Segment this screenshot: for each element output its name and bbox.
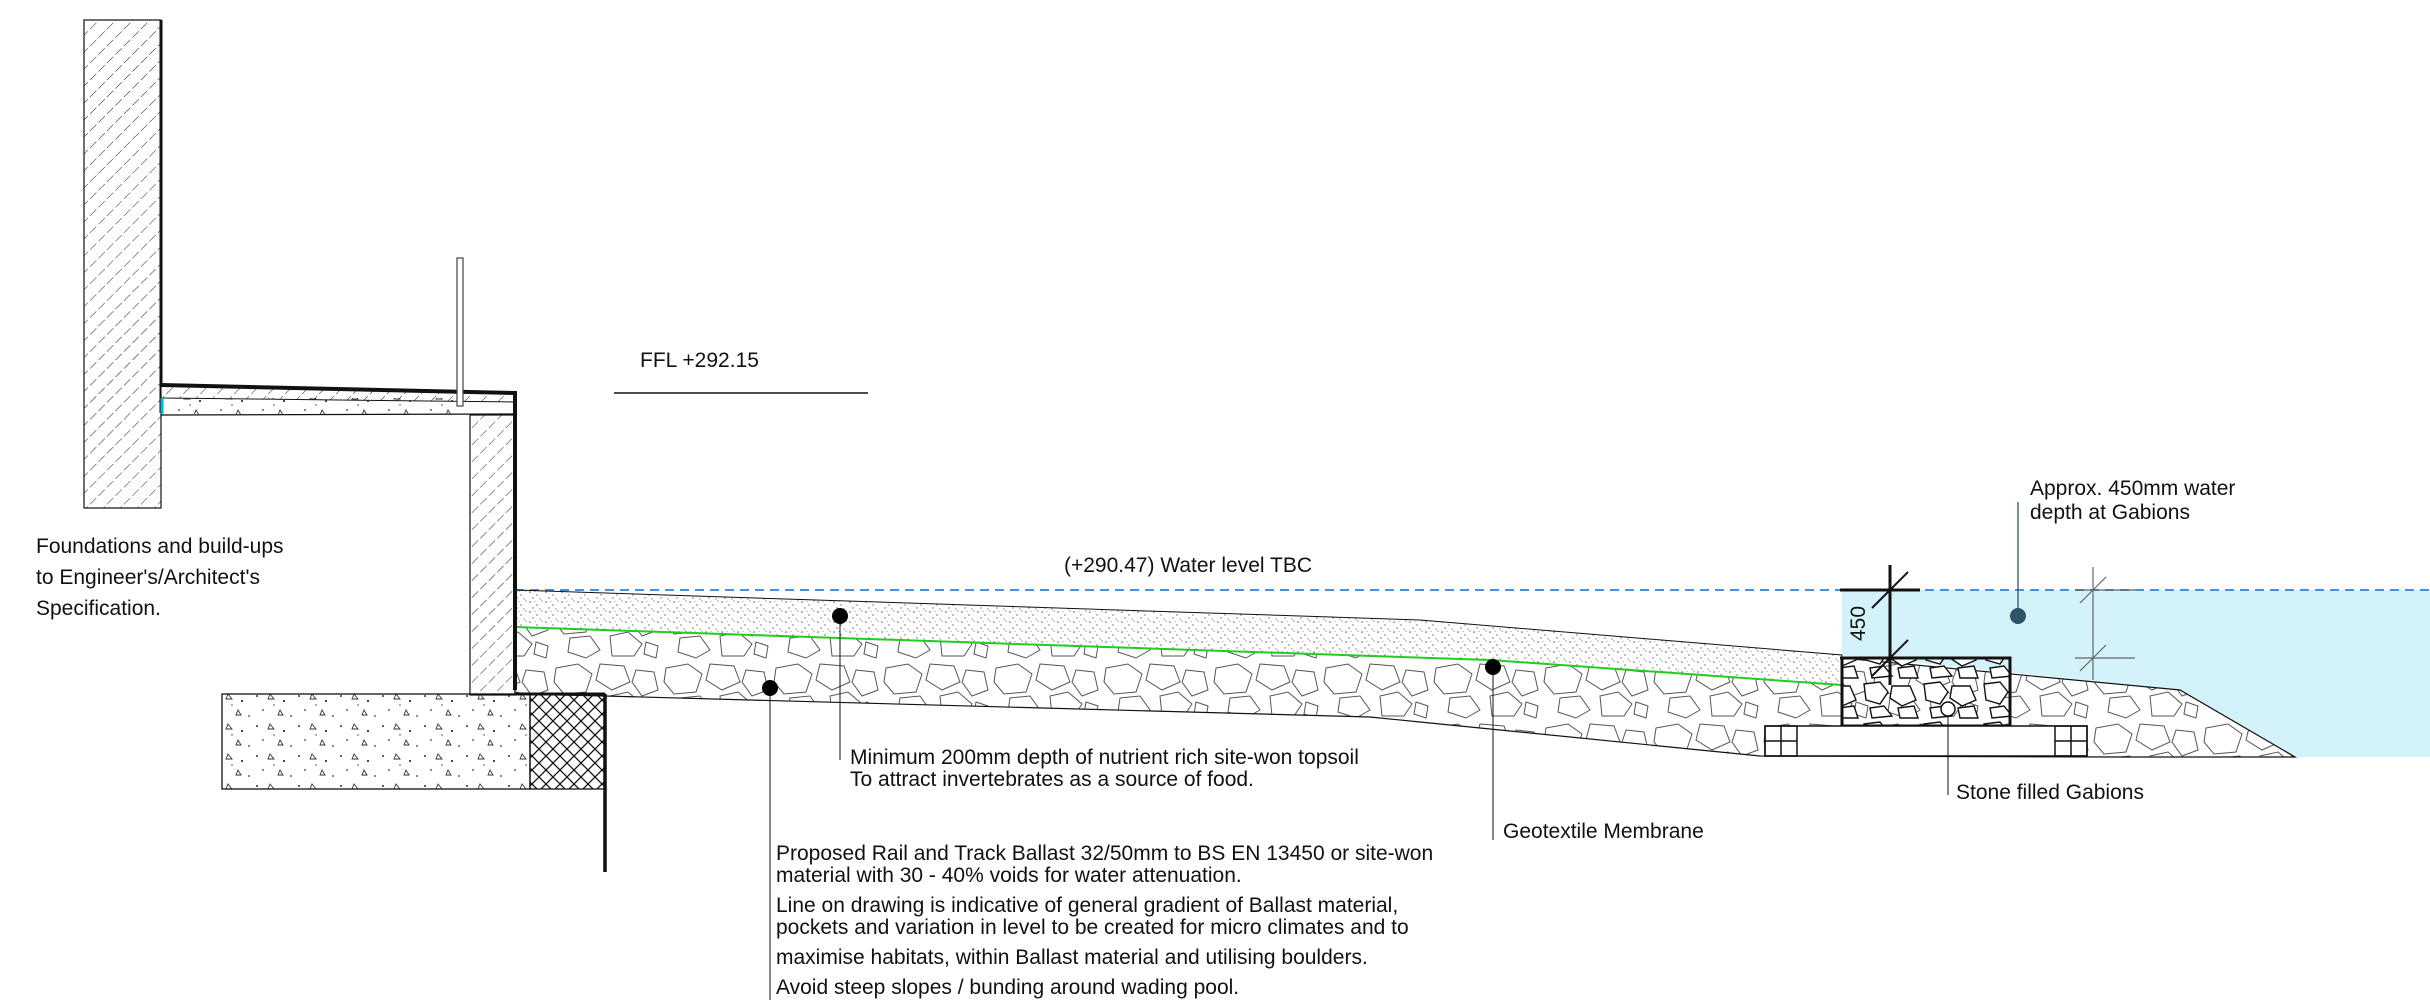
water-body [1842, 590, 2430, 757]
geotextile-label: Geotextile Membrane [1503, 820, 1704, 843]
gabions-label: Stone filled Gabions [1956, 781, 2144, 804]
water-depth-line-2: depth at Gabions [2030, 501, 2190, 524]
base-anchor-right [2054, 725, 2088, 757]
ballast-marker [762, 680, 778, 696]
ffl-label: FFL +292.15 [640, 349, 759, 372]
water-depth-dot [2010, 608, 2026, 624]
ballast-note: Proposed Rail and Track Ballast 32/50mm … [776, 843, 1433, 999]
topsoil-line-1: Minimum 200mm depth of nutrient rich sit… [850, 746, 1359, 769]
tall-wall [83, 19, 162, 509]
ballast-line-5: maximise habitats, within Ballast materi… [776, 946, 1368, 969]
gabion-base [1764, 725, 2088, 757]
foundation-block [221, 693, 531, 790]
topsoil-marker [832, 608, 848, 624]
water-depth-line-1: Approx. 450mm water [2030, 477, 2236, 500]
foundations-note: Foundations and build-ups to Engineer's/… [36, 531, 284, 624]
ballast-line-2: material with 30 - 40% voids for water a… [776, 864, 1242, 887]
foundations-line-3: Specification. [36, 597, 161, 620]
base-anchor-left [1764, 725, 1798, 757]
ballast-line-3: Line on drawing is indicative of general… [776, 894, 1399, 917]
dimension-450 [1840, 565, 1920, 685]
foundations-line-1: Foundations and build-ups [36, 535, 284, 558]
water-depth-marker [2075, 567, 2135, 680]
ballast-line-1: Proposed Rail and Track Ballast 32/50mm … [776, 842, 1434, 865]
retaining-wall [469, 414, 516, 696]
ballast-line-4: pockets and variation in level to be cre… [776, 916, 1409, 939]
topsoil-line-2: To attract invertebrates as a source of … [850, 768, 1254, 791]
dimension-450-label: 450 [1847, 605, 1870, 641]
ballast-line-6: Avoid steep slopes / bunding around wadi… [776, 976, 1240, 999]
foundation-crosshatch [529, 693, 606, 790]
foundations-line-2: to Engineer's/Architect's [36, 566, 260, 589]
water-depth-note: Approx. 450mm water depth at Gabions [2030, 477, 2235, 525]
gabion-small-circle [1940, 701, 1956, 717]
water-level-label: (+290.47) Water level TBC [1064, 554, 1313, 577]
geotextile-marker [1485, 659, 1501, 675]
topsoil-note: Minimum 200mm depth of nutrient rich sit… [850, 747, 1359, 791]
balustrade-post [456, 257, 464, 407]
gabion-box [1840, 656, 2012, 728]
